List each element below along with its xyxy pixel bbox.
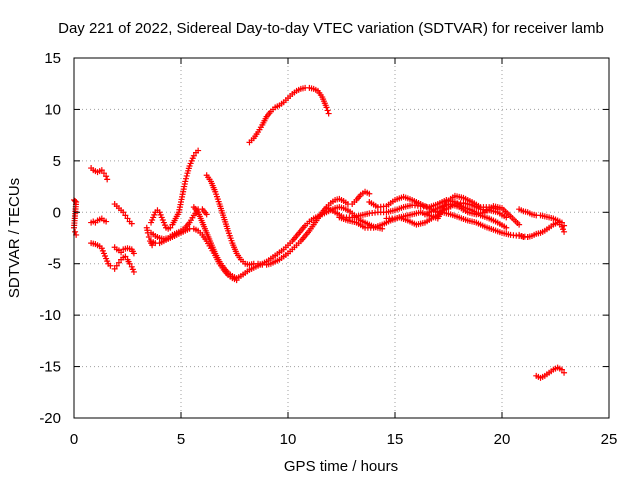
data-point [366,190,373,197]
data-point [503,224,510,231]
data-point [72,228,79,235]
data-point [72,197,79,204]
data-point [103,173,110,180]
axis-ticks [73,57,610,419]
y-tick-label: -20 [39,410,61,427]
data-point [118,249,125,256]
data-point [100,170,107,177]
data-point [107,262,114,269]
data-point [103,218,110,225]
data-point [167,224,174,231]
x-axis-label: GPS time / hours [284,458,398,475]
data-point [128,220,135,227]
data-point [104,176,111,183]
data-point [324,107,331,114]
y-tick-label: 10 [44,101,61,118]
chart-title: Day 221 of 2022, Sidereal Day-to-day VTE… [58,20,604,37]
x-tick-label: 15 [387,431,404,448]
data-point [111,265,118,272]
data-point [124,215,131,222]
data-point [182,175,189,182]
data-point [122,212,129,219]
y-tick-label: 0 [53,204,61,221]
data-point [516,221,523,228]
tick-labels: 0 5 10 15 20 25 -20 -15 -10 -5 0 5 10 15 [39,50,617,448]
x-tick-label: 10 [280,431,297,448]
data-point [115,259,122,266]
data-point [120,209,127,216]
data-points [71,84,568,381]
grid [74,58,609,418]
y-tick-label: -10 [39,307,61,324]
data-point [190,152,197,159]
data-point [558,366,565,373]
plot-frame [73,57,610,419]
data-point [122,253,129,260]
x-tick-label: 25 [601,431,618,448]
data-point [126,260,133,267]
data-point [195,147,202,154]
x-tick-label: 20 [494,431,511,448]
data-point [130,250,137,257]
data-point [183,172,190,179]
y-tick-label: 15 [44,50,61,67]
data-point [203,211,210,218]
data-point [98,167,105,174]
data-point [561,369,568,376]
data-point [182,178,189,185]
x-tick-label: 0 [70,431,78,448]
data-point [325,110,332,117]
data-point [149,242,156,249]
y-tick-label: 5 [53,153,61,170]
data-point [145,233,152,240]
data-point [561,228,568,235]
data-point [323,104,330,111]
data-point [113,262,120,269]
y-axis-label: SDTVAR / TECUs [6,178,23,298]
data-point [130,268,137,275]
x-tick-label: 5 [177,431,185,448]
y-tick-label: -15 [39,359,61,376]
y-tick-label: -5 [48,256,61,273]
